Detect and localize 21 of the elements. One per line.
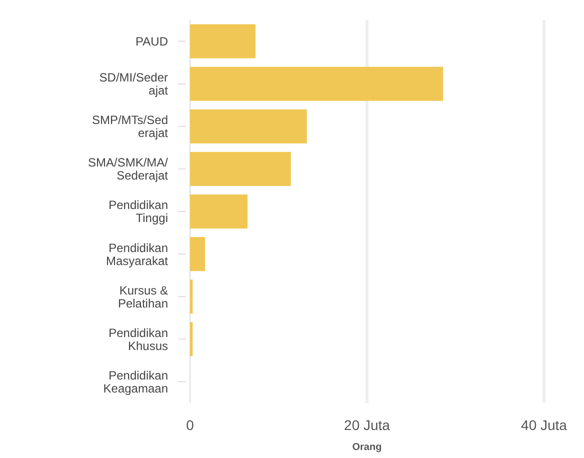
- x-tick-label: 0: [186, 417, 194, 433]
- bar: [190, 24, 256, 58]
- y-tick-label: Kursus & Pelatihan: [118, 283, 168, 310]
- bar: [190, 152, 291, 186]
- y-tick-label: SMA/SMK/MA/Sederajat: [88, 156, 169, 183]
- y-tick-label: Pendidikan Khusus: [108, 326, 168, 353]
- bar: [190, 322, 193, 356]
- bar: [190, 194, 248, 229]
- y-tick-label: SD/MI/Sederajat: [99, 70, 169, 98]
- y-tick-label: SMP/MTs/Sederajat: [92, 113, 169, 140]
- y-tick-label: Pendidikan Masyarakat: [106, 240, 169, 268]
- y-tick-label: Pendidikan Tinggi: [108, 198, 168, 226]
- x-axis-title: Orang: [352, 442, 382, 453]
- y-tick-label: Pendidikan Keagamaan: [103, 368, 168, 396]
- bar: [190, 237, 206, 272]
- x-tick-label: 40 Juta: [521, 417, 568, 433]
- x-tick-label: 20 Juta: [344, 417, 390, 433]
- bar: [190, 109, 307, 144]
- y-tick-label: PAUD: [136, 34, 168, 48]
- bar: [190, 66, 444, 101]
- bar: [190, 280, 193, 314]
